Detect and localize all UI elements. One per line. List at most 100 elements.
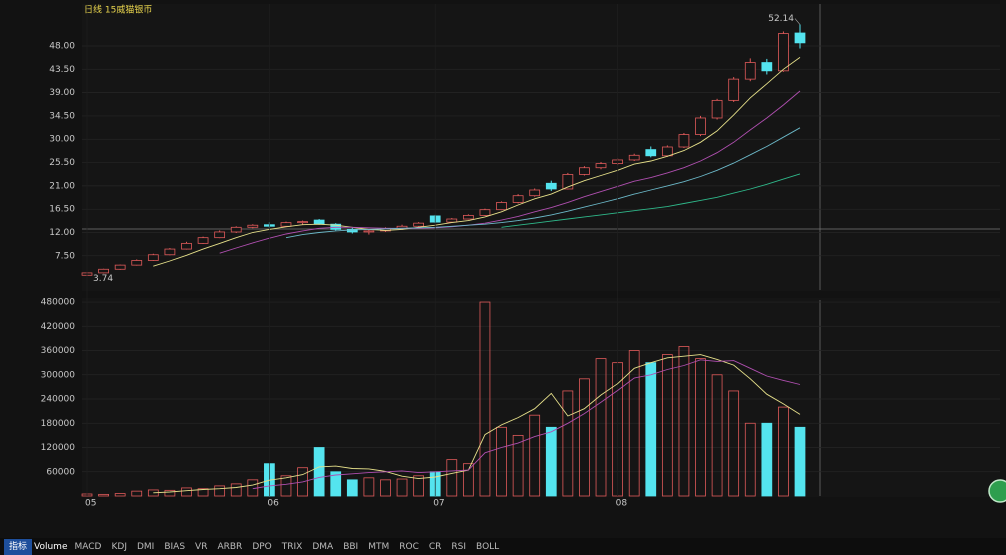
volume-bar [678,346,690,497]
volume-bar [98,493,109,497]
indicator-tab[interactable]: MTM [368,542,390,552]
x-tick-label: 06 [267,499,279,509]
indicator-tab[interactable]: DMI [136,542,155,552]
candle-body [794,32,806,44]
candle-body [778,33,789,72]
ma-line [252,359,801,490]
indicator-tab[interactable]: BIAS [164,542,186,552]
volume-bar [628,350,640,497]
candle-body [579,167,590,175]
indicator-tab[interactable]: BBI [343,542,359,552]
indicator-tab[interactable]: VR [195,542,208,552]
y-tick-label: 25.50 [49,158,75,168]
volume-bar [645,362,657,497]
candle-body [496,202,507,211]
indicator-tab[interactable]: RSI [451,542,467,552]
indicator-tab[interactable]: 指标 [4,539,33,555]
volume-bar [661,354,673,497]
volume-bar [396,478,408,497]
candle-body [695,117,706,135]
volume-bar [529,414,541,497]
volume-bar [131,490,143,497]
volume-bar [728,390,740,497]
volume-bar [363,477,375,497]
volume-bar [579,378,590,497]
volume-bar [744,422,756,497]
candle-body [247,224,259,228]
volume-panel [82,298,1000,497]
volume-bar [280,475,292,497]
volume-bar [413,475,425,497]
candle-body [446,218,458,223]
min-label: 3.74 [93,274,113,284]
ma-line [219,90,801,254]
candle-body [711,99,723,119]
candle-body [181,242,192,250]
indicator-tab[interactable]: TRIX [281,542,303,552]
candle-body [479,209,491,216]
candle-body [330,223,342,230]
x-tick-label: 07 [433,499,444,509]
ma-line [153,57,801,267]
volume-bar [214,485,226,497]
indicator-tab[interactable]: DPO [252,542,272,552]
volume-bar [346,479,358,497]
volume-bar [595,358,607,497]
y-tick-label: 21.00 [49,181,75,191]
volume-bar [761,422,773,497]
candle-body [114,264,126,270]
candle-body [197,237,209,244]
candle-body [147,254,159,261]
indicator-tab[interactable]: BOLL [476,542,500,552]
y-tick-label: 180000 [41,419,76,429]
candle-body [462,214,474,220]
volume-bar [181,487,192,497]
candle-body [562,174,574,190]
candle-body [545,182,557,190]
chart-title: 日线 15威猫银币 [84,4,152,16]
candle-body [761,62,773,72]
indicator-tab[interactable]: MACD [74,542,102,552]
volume-bar [330,471,342,497]
volume-bar [794,426,806,497]
y-tick-label: 7.50 [55,251,75,261]
indicator-tab[interactable]: Volume [34,542,68,552]
volume-bar [313,447,325,497]
candle-body [230,226,242,233]
candle-body [164,248,176,256]
y-tick-label: 16.50 [49,205,75,215]
indicator-tab[interactable]: CR [428,542,442,552]
y-tick-label: 360000 [41,346,76,356]
indicator-tab[interactable]: DMA [312,542,334,552]
candle-body [529,189,541,197]
float-button[interactable] [988,479,1006,503]
y-tick-label: 240000 [41,395,76,405]
volume-bar [545,426,557,497]
volume-bar [496,426,507,497]
chart: 日线 15威猫银币 7.50 12.00 16.50 21.00 25.50 30.00 3… [40,3,1006,509]
y-tick-label: 39.00 [49,88,75,98]
y-tick-label: 34.50 [49,111,75,121]
y-tick-label: 480000 [41,298,76,308]
max-label: 52.14 [768,14,794,24]
candle-body [363,230,375,233]
volume-bar [197,488,209,497]
indicator-tab[interactable]: ARBR [217,542,243,552]
indicator-tab[interactable]: ROC [399,542,419,552]
y-tick-label: 60000 [46,467,75,477]
y-tick-label: 300000 [41,370,76,380]
volume-bar [297,467,308,497]
volume-bar [711,374,723,497]
candle-body [512,195,524,203]
candle-body [413,222,425,227]
y-tick-label: 30.00 [49,135,75,145]
x-tick-label: 08 [616,499,628,509]
candle-body [645,149,657,157]
indicator-tab[interactable]: KDJ [111,542,127,552]
max-pointer [794,18,801,25]
volume-bar [695,358,706,497]
volume-bar [512,434,524,497]
candle-body [595,163,607,169]
volume-bar [462,463,474,497]
